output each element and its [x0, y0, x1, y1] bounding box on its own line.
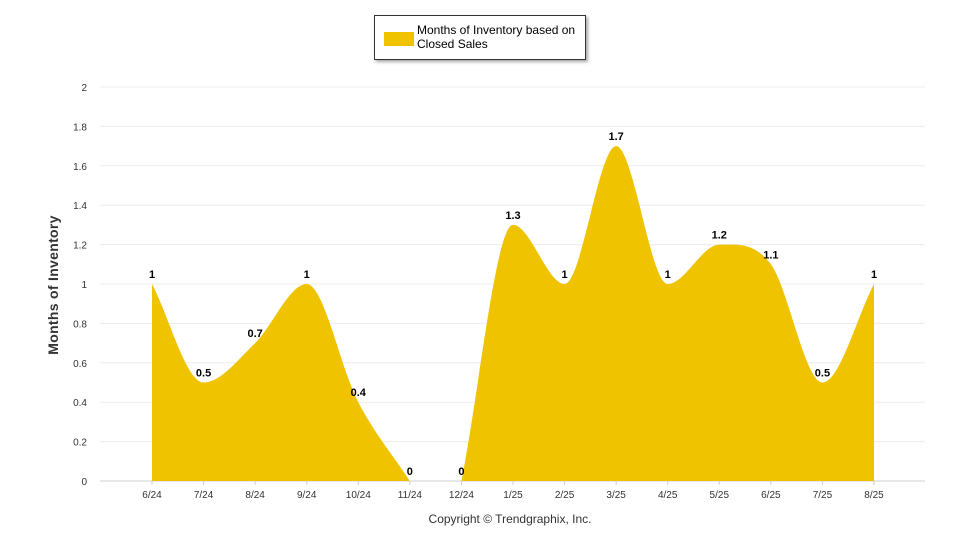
y-tick-label: 1.8 [73, 122, 87, 133]
x-tick-label: 8/24 [245, 490, 265, 501]
y-tick-label: 0.6 [73, 359, 87, 370]
data-label: 1 [149, 269, 155, 281]
data-label: 1 [562, 269, 568, 281]
data-label: 1.2 [712, 230, 727, 242]
y-tick-label: 0.8 [73, 319, 87, 330]
y-axis-ticks: 0 0.2 0.4 0.6 0.8 1 1.2 1.4 1.6 1.8 2 [73, 83, 87, 488]
x-tick-label: 1/25 [503, 490, 523, 501]
y-tick-label: 0 [81, 477, 87, 488]
y-tick-label: 1 [81, 280, 87, 291]
data-label: 0.5 [815, 368, 830, 380]
x-tick-label: 9/24 [297, 490, 317, 501]
x-tick-label: 7/24 [194, 490, 214, 501]
x-tick-label: 3/25 [606, 490, 626, 501]
x-tick-label: 4/25 [658, 490, 678, 501]
x-tick-label: 11/24 [398, 490, 423, 501]
y-tick-label: 0.2 [73, 438, 87, 449]
x-tick-label: 12/24 [449, 490, 474, 501]
data-label: 0.4 [351, 387, 367, 399]
data-label: 0.5 [196, 368, 211, 380]
data-label: 1.1 [763, 249, 778, 261]
copyright-text: Copyright © Trendgraphix, Inc. [428, 512, 592, 526]
data-label: 1 [871, 269, 877, 281]
x-axis-ticks: 6/24 7/24 8/24 9/24 10/24 11/24 12/24 1/25 2/25 3… [142, 481, 884, 501]
x-tick-label: 7/25 [813, 490, 833, 501]
data-label: 1.7 [608, 131, 623, 143]
legend-label: Months of Inventory based on Closed Sale… [417, 23, 576, 51]
x-tick-label: 6/24 [142, 490, 162, 501]
y-axis-title: Months of Inventory [45, 215, 61, 355]
data-labels: 1 0.5 0.7 1 0.4 0 0 1.3 1 1.7 1 1.2 1.1 0.5 1 [149, 131, 877, 478]
x-tick-label: 5/25 [710, 490, 730, 501]
data-label: 1 [665, 269, 671, 281]
x-tick-label: 6/25 [761, 490, 781, 501]
legend-swatch [384, 32, 414, 46]
series-area [152, 146, 874, 481]
x-tick-label: 2/25 [555, 490, 575, 501]
area-segment [152, 284, 410, 481]
y-tick-label: 0.4 [73, 398, 87, 409]
data-label: 0.7 [247, 328, 262, 340]
data-label: 1 [304, 269, 310, 281]
data-label: 0 [458, 466, 464, 478]
x-tick-label: 10/24 [346, 490, 371, 501]
y-tick-label: 1.4 [73, 201, 87, 212]
data-label: 0 [407, 466, 413, 478]
y-tick-label: 2 [81, 83, 87, 94]
y-tick-label: 1.2 [73, 241, 87, 252]
y-tick-label: 1.6 [73, 162, 87, 173]
legend: Months of Inventory based on Closed Sale… [374, 15, 586, 60]
area-segment [461, 146, 874, 481]
data-label: 1.3 [505, 210, 520, 222]
x-tick-label: 8/25 [864, 490, 884, 501]
